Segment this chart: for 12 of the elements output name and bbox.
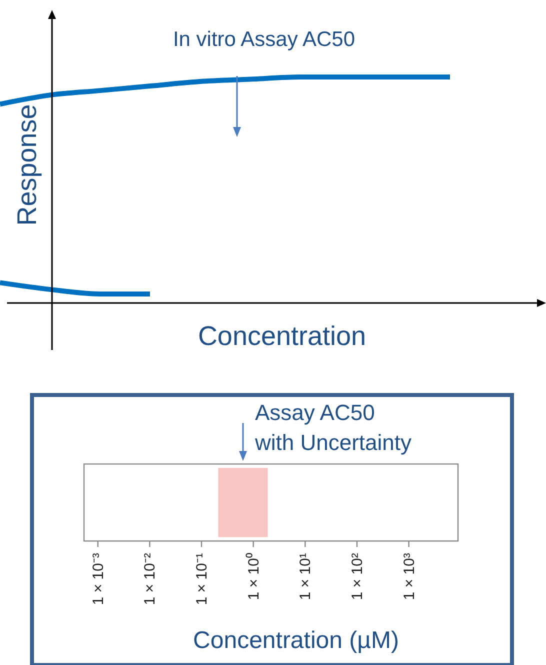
- x-tick-label: 1 × 10³: [400, 553, 418, 600]
- x-tick-label: 1 × 10⁻¹: [193, 553, 210, 606]
- x-tick-label: 1 × 10⁰: [244, 553, 262, 600]
- text: Assay AC50 with Uncertainty: [254, 400, 412, 455]
- x-tick-label: 1 × 10²: [348, 553, 366, 600]
- x-tick-label: 1 × 10⁻³: [89, 553, 106, 606]
- x-tick-label: 1 × 10⁻²: [141, 553, 158, 606]
- x-axis-title: Concentration: [198, 321, 366, 351]
- x-tick-label: 1 × 10¹: [296, 553, 314, 600]
- text: In vitro Assay AC50: [172, 28, 356, 51]
- x-axis-title: Concentration (µM): [193, 627, 399, 654]
- y-axis-title: Response: [12, 104, 42, 226]
